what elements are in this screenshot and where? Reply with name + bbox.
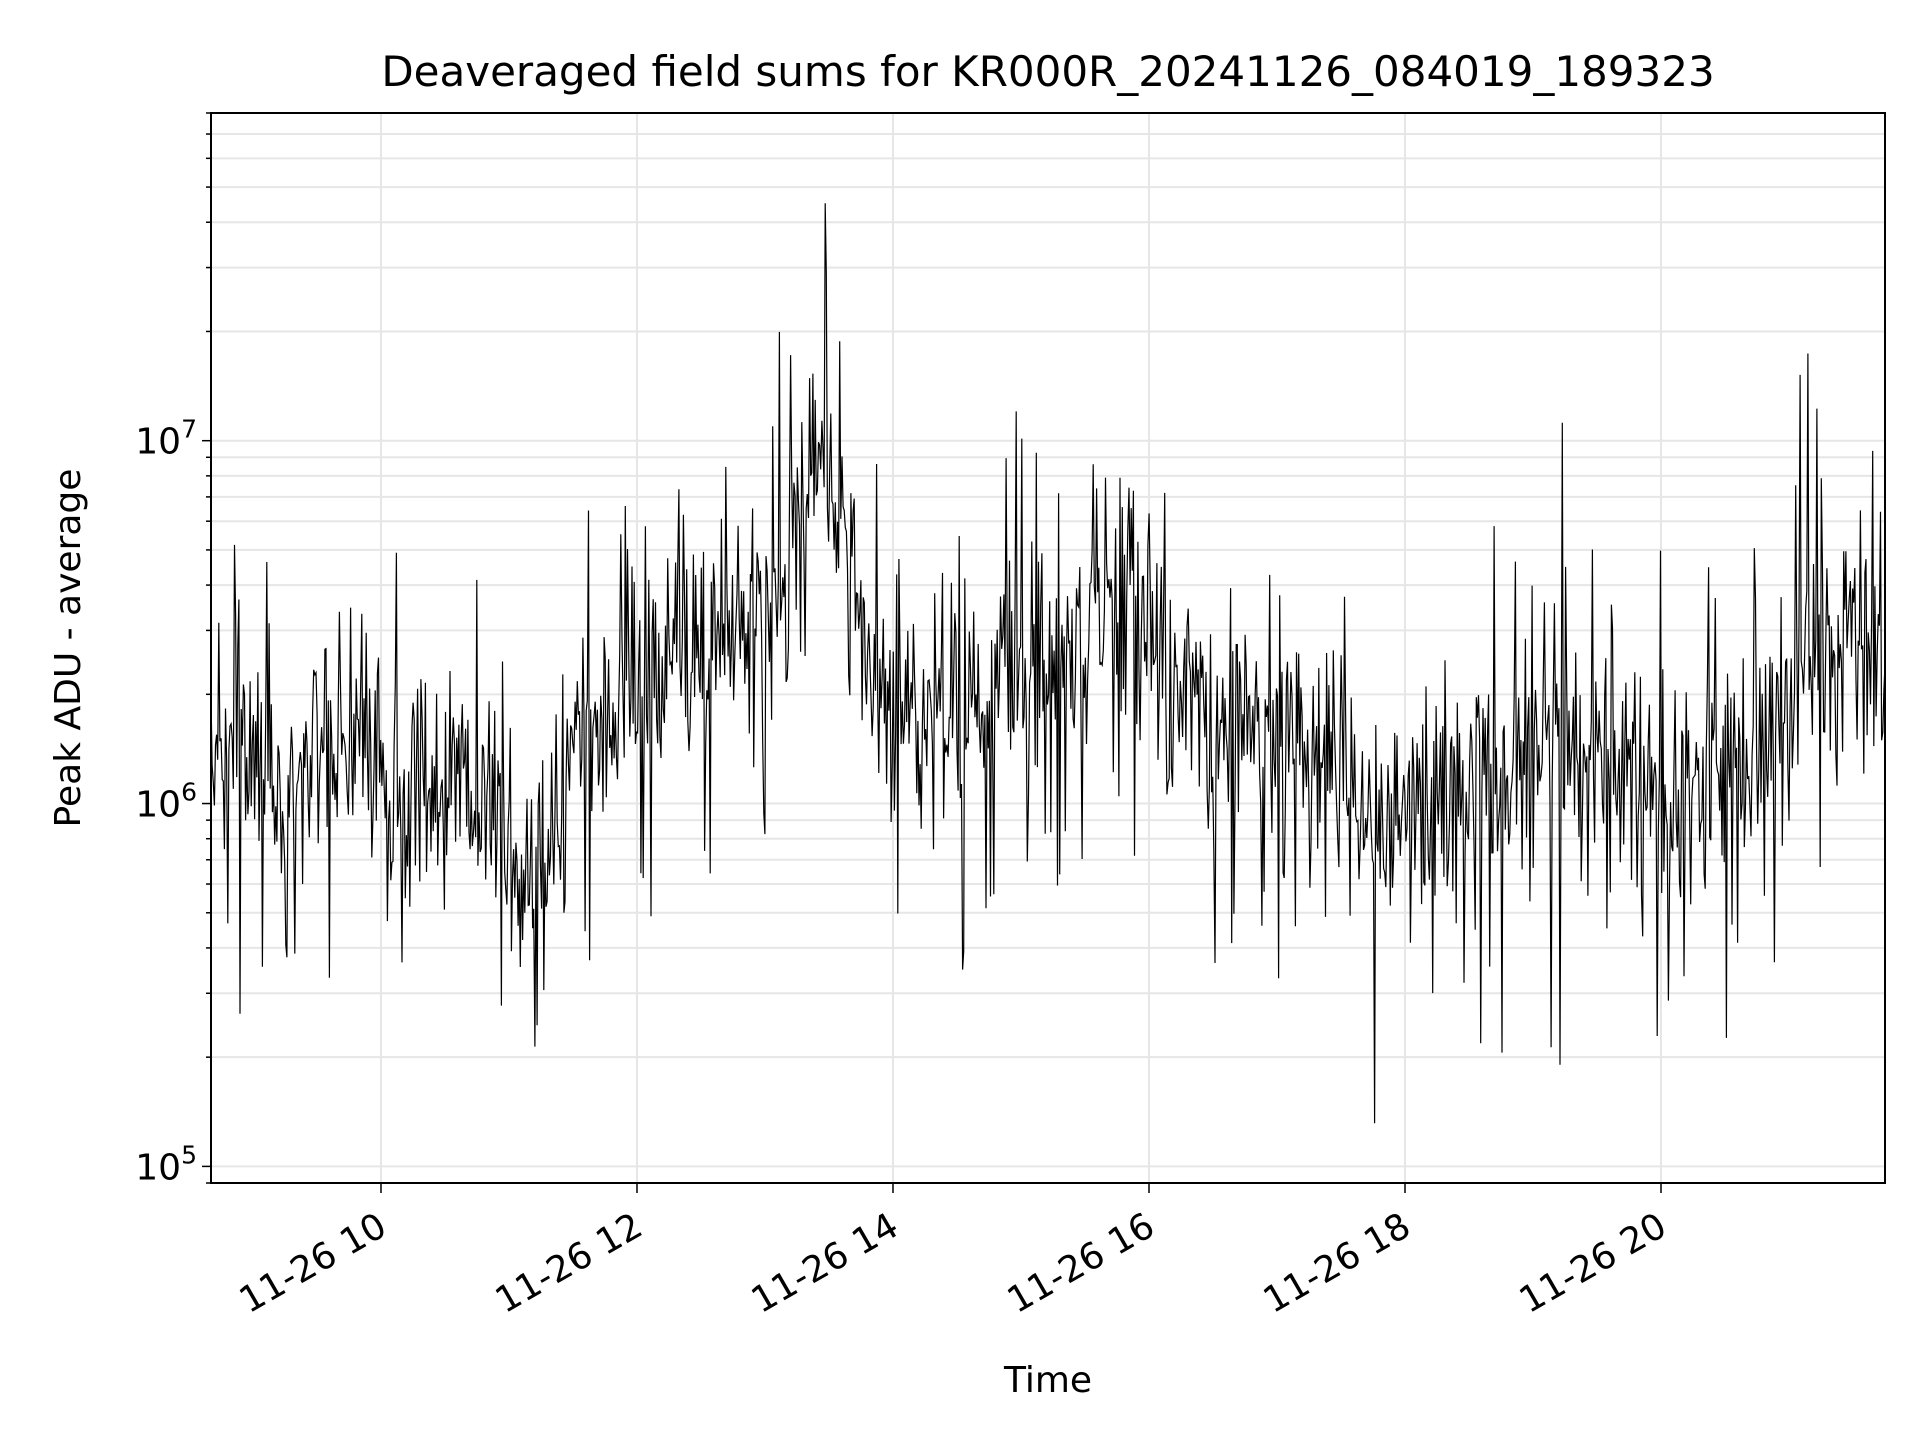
y-tick-label: 105 [135, 1140, 197, 1188]
x-tick-label: 11-26 16 [1001, 1205, 1162, 1321]
x-tick-label: 11-26 10 [233, 1205, 394, 1321]
x-tick-label: 11-26 12 [489, 1205, 650, 1321]
chart-title: Deaveraged field sums for KR000R_2024112… [381, 47, 1714, 96]
y-tick-label: 106 [135, 778, 197, 826]
x-tick-label: 11-26 18 [1257, 1205, 1418, 1321]
x-tick-label: 11-26 14 [745, 1205, 906, 1321]
y-axis: 105 106 107 [135, 112, 211, 1188]
grid [211, 112, 1885, 1184]
series-line [210, 203, 1886, 1124]
plot-frame [210, 112, 1886, 1184]
x-axis: 11-26 10 11-26 12 11-26 14 11-26 16 11-26 18… [233, 1183, 1674, 1322]
x-axis-label: Time [1003, 1360, 1092, 1401]
x-tick-label: 11-26 20 [1513, 1205, 1674, 1321]
y-axis-label: Peak ADU - average [48, 469, 89, 828]
y-tick-label: 107 [135, 415, 197, 463]
